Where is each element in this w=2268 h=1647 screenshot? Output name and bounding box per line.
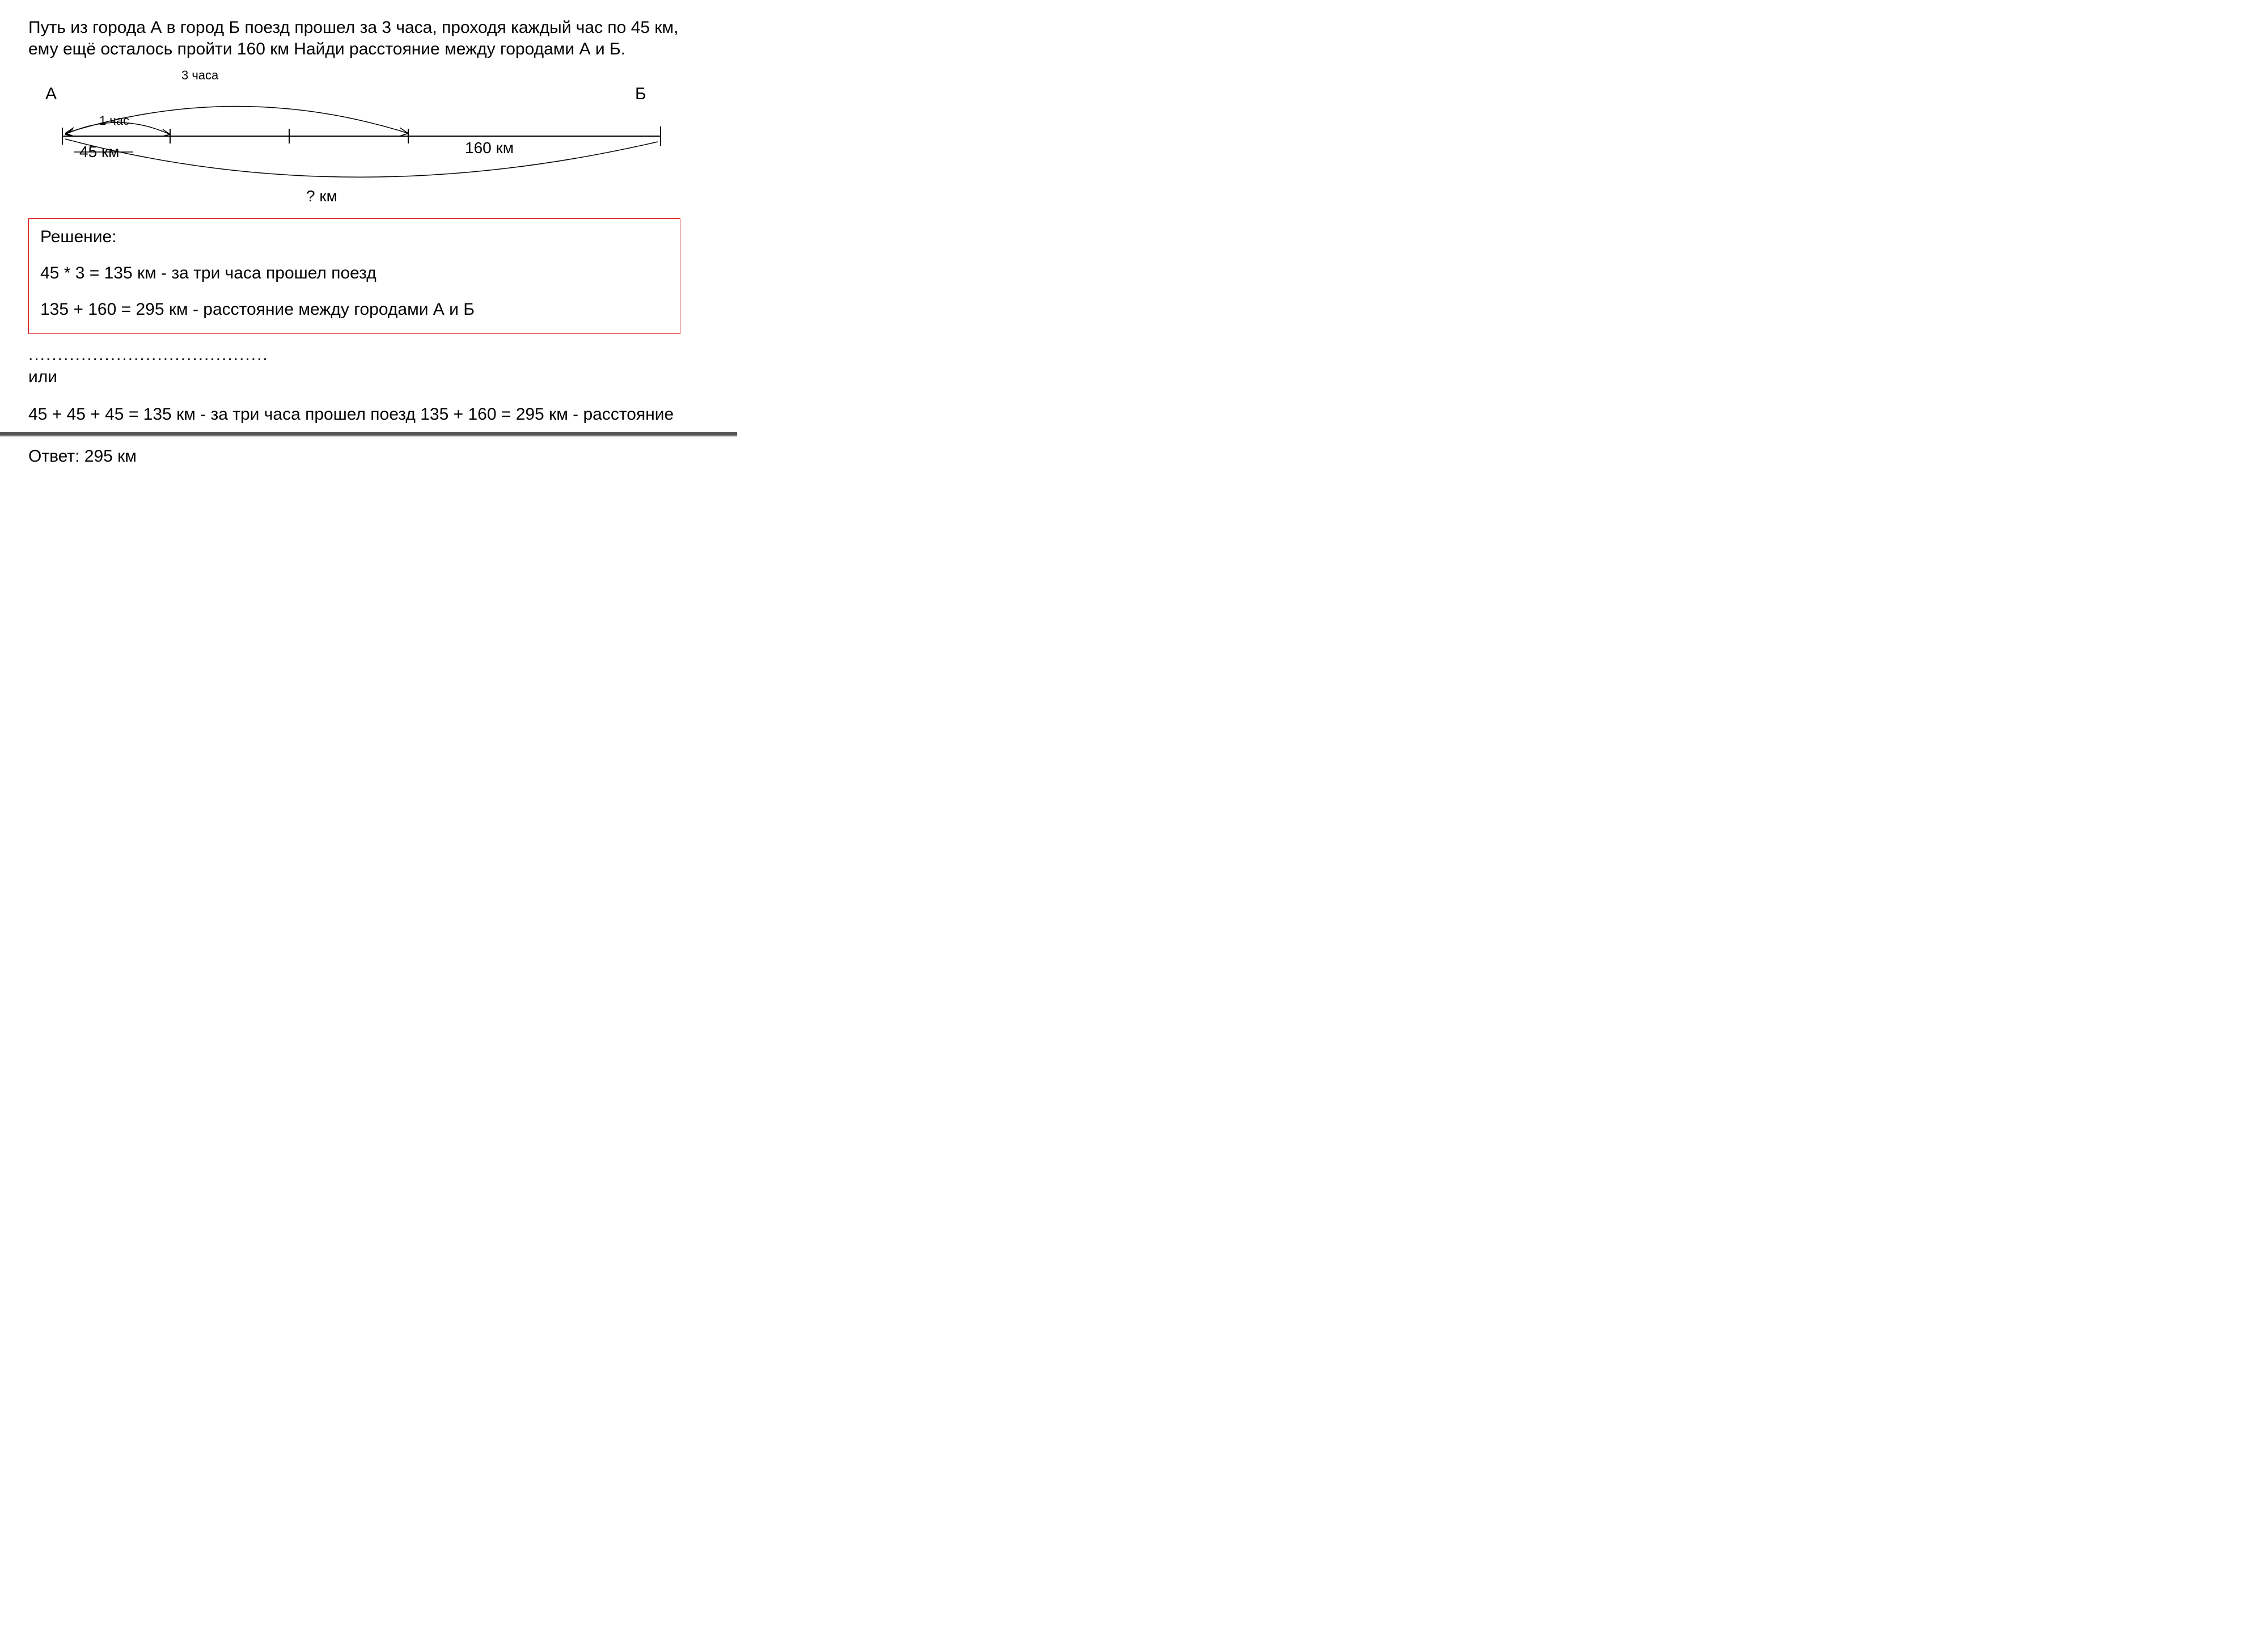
label-160km: 160 км — [465, 139, 514, 157]
diagram: А Б 3 часа 1 час 45 км — [28, 65, 680, 213]
label-b: Б — [635, 85, 646, 103]
label-3hours: 3 часа — [181, 68, 219, 82]
arc-total — [65, 139, 658, 177]
solution-box: Решение: 45 * 3 = 135 км - за три часа п… — [28, 218, 680, 334]
solution-step-2: 135 + 160 = 295 км - расстояние между го… — [40, 300, 668, 319]
separator-dots: ........................................… — [28, 345, 709, 365]
label-a: А — [45, 85, 57, 103]
answer: Ответ: 295 км — [28, 447, 709, 466]
label-1hour: 1 час — [99, 113, 129, 128]
label-unknown: ? км — [306, 187, 337, 205]
problem-statement: Путь из города А в город Б поезд прошел … — [28, 17, 709, 60]
diagram-svg: А Б 3 часа 1 час 45 км — [28, 65, 680, 213]
or-label: или — [28, 368, 709, 387]
alternative-solution: 45 + 45 + 45 = 135 км - за три часа прош… — [28, 404, 709, 425]
page: Путь из города А в город Б поезд прошел … — [0, 0, 737, 489]
solution-step-1: 45 * 3 = 135 км - за три часа прошел пое… — [40, 264, 668, 283]
solution-title: Решение: — [40, 227, 668, 247]
horizontal-divider — [0, 432, 737, 436]
